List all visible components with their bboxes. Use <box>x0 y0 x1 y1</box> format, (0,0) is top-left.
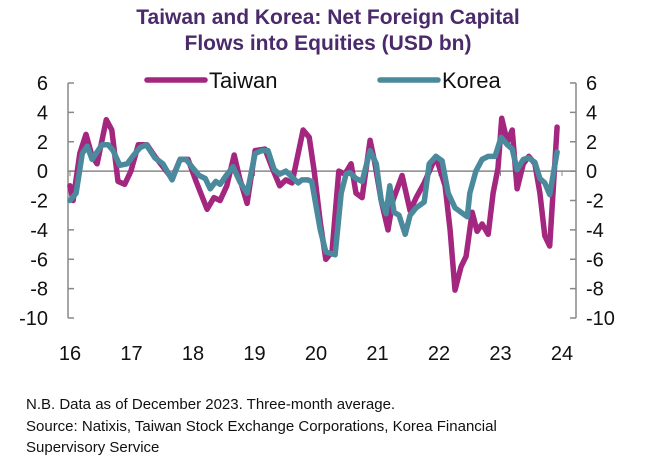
x-tick-label: 16 <box>59 343 81 365</box>
footnote-source-cont: Supervisory Service <box>26 439 160 456</box>
y-tick-label-right: 6 <box>586 73 597 95</box>
y-tick-label-left: -10 <box>19 308 48 330</box>
x-tick-label: 18 <box>182 343 204 365</box>
y-tick-label-left: 2 <box>37 132 48 154</box>
x-tick-label: 23 <box>489 343 511 365</box>
chart-title-line-2: Flows into Equities (USD bn) <box>184 32 472 55</box>
y-tick-label-left: 0 <box>37 161 48 183</box>
x-tick-label: 19 <box>243 343 265 365</box>
y-tick-label-left: 4 <box>37 102 48 124</box>
legend-label-taiwan: Taiwan <box>209 68 277 93</box>
legend-label-korea: Korea <box>442 68 501 93</box>
y-tick-label-right: 0 <box>586 161 597 183</box>
x-tick-label: 21 <box>366 343 388 365</box>
y-tick-label-right: 4 <box>586 102 597 124</box>
footnote-nb: N.B. Data as of December 2023. Three-mon… <box>26 396 396 413</box>
y-tick-label-left: -6 <box>30 249 48 271</box>
y-tick-label-right: -6 <box>586 249 604 271</box>
y-tick-label-left: -2 <box>30 191 48 213</box>
y-tick-label-right: -2 <box>586 191 604 213</box>
x-tick-label: 24 <box>551 343 573 365</box>
y-tick-label-right: -4 <box>586 220 604 242</box>
y-tick-label-right: 2 <box>586 132 597 154</box>
y-tick-label-left: -4 <box>30 220 48 242</box>
x-tick-label: 22 <box>428 343 450 365</box>
x-tick-label: 17 <box>120 343 142 365</box>
x-tick-label: 20 <box>305 343 327 365</box>
footnote-source: Source: Natixis, Taiwan Stock Exchange C… <box>26 418 497 435</box>
chart-title-line-1: Taiwan and Korea: Net Foreign Capital <box>136 6 520 29</box>
y-tick-label-right: -8 <box>586 279 604 301</box>
y-tick-label-left: -8 <box>30 279 48 301</box>
y-tick-label-left: 6 <box>37 73 48 95</box>
series-line-korea <box>67 134 560 258</box>
y-tick-label-right: -10 <box>586 308 615 330</box>
